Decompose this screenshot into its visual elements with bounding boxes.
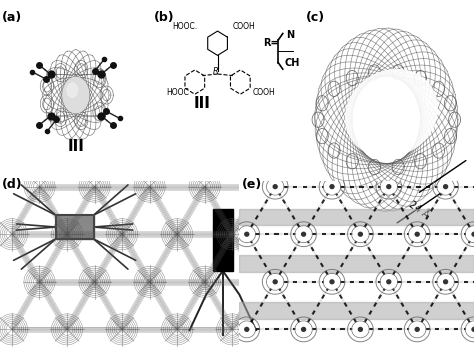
Circle shape bbox=[382, 275, 396, 289]
Circle shape bbox=[325, 275, 339, 289]
Text: COOH: COOH bbox=[253, 88, 275, 97]
Circle shape bbox=[387, 185, 391, 189]
Circle shape bbox=[472, 232, 474, 236]
Circle shape bbox=[466, 322, 474, 337]
Circle shape bbox=[466, 227, 474, 241]
Text: HOOC: HOOC bbox=[166, 88, 189, 97]
Circle shape bbox=[273, 280, 277, 284]
Text: (e): (e) bbox=[242, 178, 262, 191]
Circle shape bbox=[358, 327, 362, 331]
Text: III: III bbox=[194, 96, 211, 111]
Circle shape bbox=[268, 180, 283, 194]
Circle shape bbox=[438, 275, 453, 289]
Text: R: R bbox=[213, 67, 219, 76]
Circle shape bbox=[472, 327, 474, 331]
Circle shape bbox=[387, 280, 391, 284]
Bar bbox=[239, 255, 474, 272]
Text: 24 Å: 24 Å bbox=[407, 199, 431, 220]
Circle shape bbox=[410, 227, 425, 241]
Circle shape bbox=[330, 280, 334, 284]
Circle shape bbox=[239, 322, 254, 337]
Circle shape bbox=[296, 322, 311, 337]
Text: (a): (a) bbox=[2, 11, 23, 24]
Text: (b): (b) bbox=[154, 11, 175, 24]
Bar bbox=[56, 215, 93, 239]
Circle shape bbox=[444, 280, 447, 284]
Circle shape bbox=[63, 77, 89, 113]
Text: R=: R= bbox=[263, 38, 279, 49]
Bar bbox=[56, 215, 93, 239]
Circle shape bbox=[330, 185, 334, 189]
Circle shape bbox=[273, 185, 277, 189]
Circle shape bbox=[410, 322, 425, 337]
Circle shape bbox=[301, 232, 306, 236]
Circle shape bbox=[245, 232, 249, 236]
Circle shape bbox=[358, 232, 362, 236]
Text: HOOC.: HOOC. bbox=[172, 22, 197, 31]
Text: (d): (d) bbox=[2, 178, 23, 191]
Text: COOH: COOH bbox=[233, 22, 255, 31]
Text: III: III bbox=[67, 139, 84, 155]
Bar bbox=[239, 302, 474, 319]
Bar bbox=[213, 209, 233, 271]
Ellipse shape bbox=[345, 69, 438, 157]
Circle shape bbox=[325, 180, 339, 194]
Text: CH: CH bbox=[284, 58, 300, 68]
Text: (c): (c) bbox=[306, 11, 325, 24]
Bar bbox=[239, 209, 474, 226]
Circle shape bbox=[415, 327, 419, 331]
Circle shape bbox=[239, 227, 254, 241]
Circle shape bbox=[438, 180, 453, 194]
Circle shape bbox=[67, 83, 77, 97]
Circle shape bbox=[296, 227, 311, 241]
Circle shape bbox=[353, 227, 368, 241]
Circle shape bbox=[301, 327, 306, 331]
Text: N: N bbox=[286, 30, 294, 40]
Circle shape bbox=[382, 180, 396, 194]
Circle shape bbox=[245, 327, 249, 331]
Circle shape bbox=[444, 185, 447, 189]
Circle shape bbox=[415, 232, 419, 236]
Circle shape bbox=[353, 322, 368, 337]
Circle shape bbox=[268, 275, 283, 289]
